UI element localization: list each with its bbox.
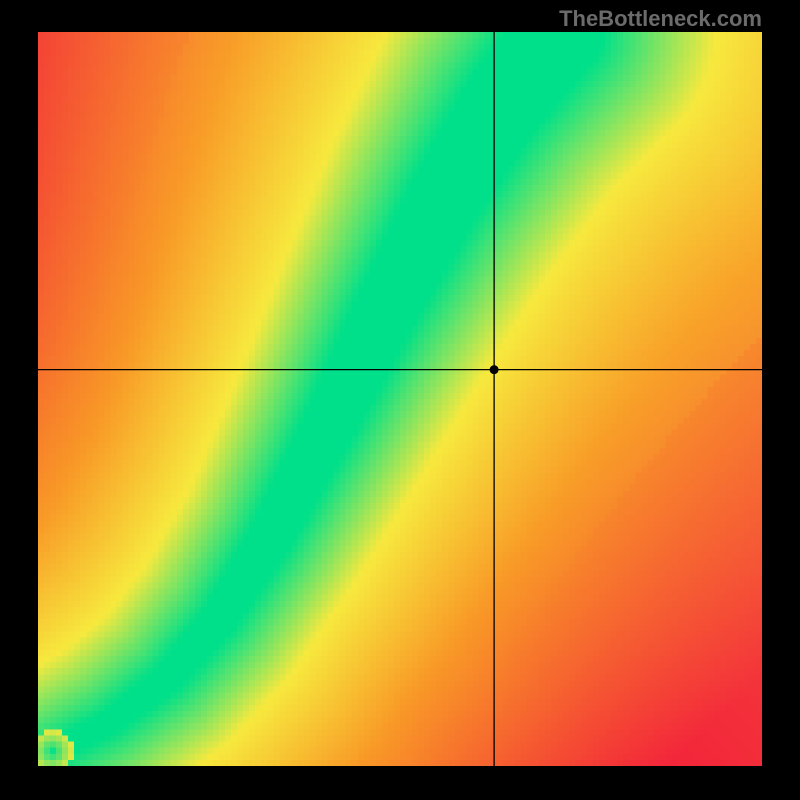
chart-container: TheBottleneck.com xyxy=(0,0,800,800)
watermark-text: TheBottleneck.com xyxy=(559,6,762,32)
bottleneck-heatmap xyxy=(38,32,762,766)
